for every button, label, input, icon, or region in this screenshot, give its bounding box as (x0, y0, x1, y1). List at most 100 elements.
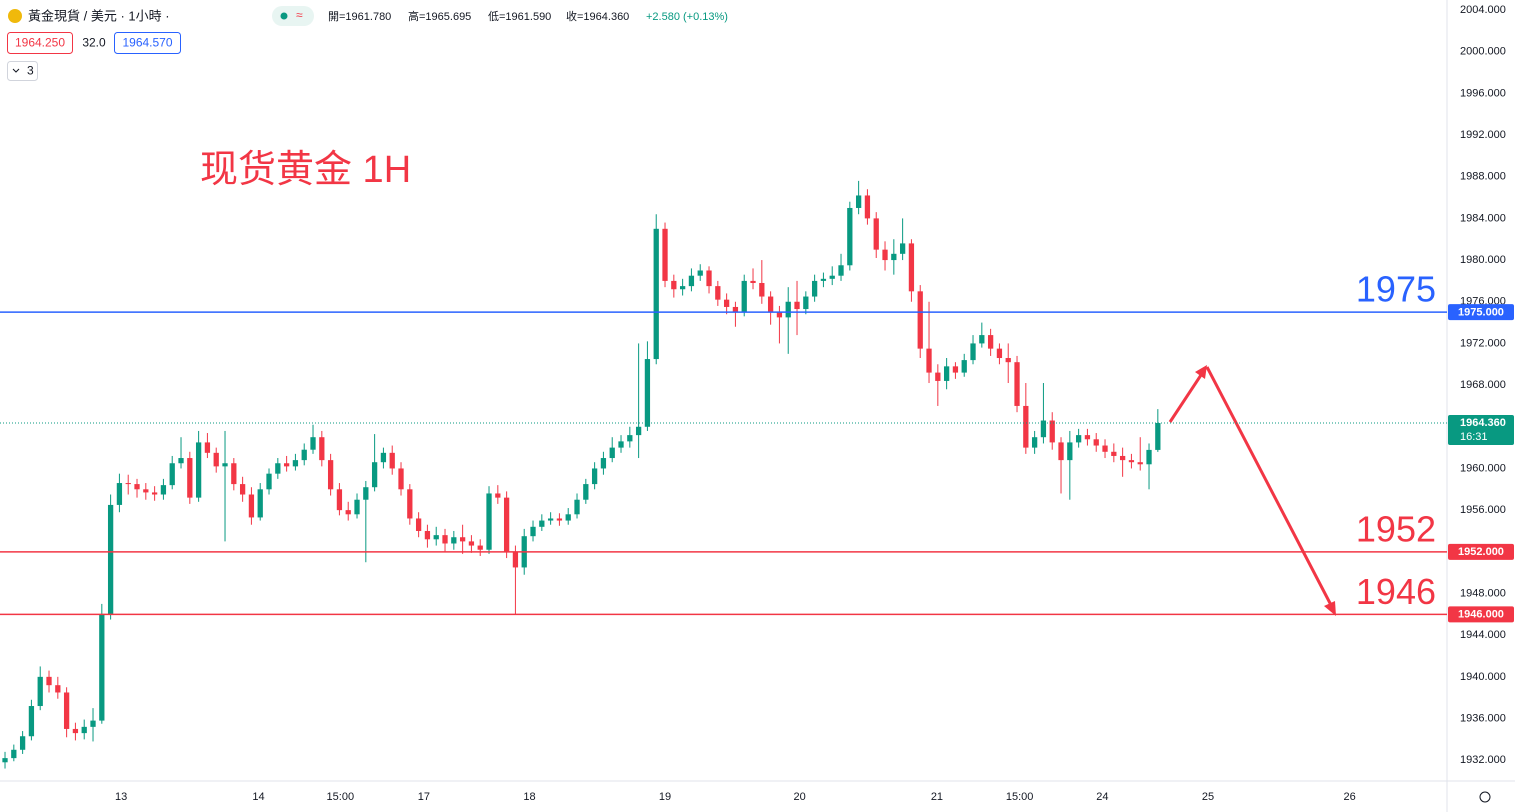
candle-body (1111, 451, 1117, 456)
candle-body (952, 366, 959, 373)
candle-body (591, 468, 598, 485)
candle-body (433, 535, 439, 540)
candle-body (697, 270, 703, 276)
level-tag-label: 1975.000 (1458, 307, 1504, 319)
candle-body (635, 426, 642, 436)
candle-body (864, 195, 871, 219)
x-tick-label: 18 (523, 791, 535, 803)
candle-body (820, 278, 827, 281)
level-tag-label: 1952.000 (1458, 546, 1504, 558)
candle-body (275, 463, 281, 474)
candle-body (63, 692, 70, 729)
candle-body (583, 484, 589, 500)
candle-body (187, 458, 193, 498)
bid: 1964.250 (15, 36, 65, 50)
y-tick-label: 1944.000 (1460, 629, 1506, 641)
y-tick-label: 1980.000 (1460, 254, 1506, 266)
candle-body (327, 460, 334, 490)
candle-body (776, 312, 783, 318)
candle-body (380, 452, 387, 463)
y-tick-label: 1996.000 (1460, 87, 1506, 99)
x-tick-label: 20 (794, 791, 806, 803)
candle-body (1049, 420, 1055, 443)
candle-body (222, 463, 228, 467)
bid-box[interactable] (7, 32, 73, 54)
candle-body (961, 360, 967, 373)
candle-body (618, 441, 624, 448)
plot (2, 180, 1161, 769)
candle-body (1084, 435, 1091, 440)
status-pill (272, 6, 314, 26)
spread: 32.0 (82, 36, 106, 50)
candle-body (371, 462, 378, 488)
candle-body (750, 280, 756, 283)
level-tag-label: 1946.000 (1458, 609, 1504, 621)
candle-body (116, 483, 123, 505)
candle-body (495, 493, 501, 498)
y-tick-label: 1960.000 (1460, 462, 1506, 474)
level-text: 1946 (1356, 571, 1436, 612)
candle-body (917, 291, 923, 349)
ask-box[interactable] (114, 32, 181, 54)
candle-body (838, 265, 844, 276)
candle-body (882, 249, 888, 261)
symbol-title: 黃金現貨 / 美元 · 1小時 · (28, 8, 170, 23)
candle-body (231, 463, 237, 485)
candle-body (1102, 445, 1108, 452)
candle-body (574, 499, 580, 515)
candle-body (794, 301, 800, 310)
candle-body (486, 493, 492, 550)
candle-body (468, 541, 475, 546)
settings-icon[interactable] (1479, 791, 1491, 803)
candle-body (266, 473, 272, 490)
candle-body (847, 207, 853, 266)
last-price-tag (1448, 415, 1514, 446)
countdown: 16:31 (1460, 431, 1488, 443)
candle-body (644, 359, 651, 427)
candle-body (908, 243, 915, 292)
candle-body (767, 296, 774, 313)
candle-body (1014, 362, 1020, 406)
status-dot (280, 12, 288, 20)
candle-body (600, 458, 607, 469)
x-tick-label: 26 (1344, 791, 1356, 803)
x-tick-label: 15:00 (1006, 791, 1034, 803)
candle-body (688, 275, 695, 287)
candle-body (239, 484, 246, 495)
candle-body (732, 306, 739, 313)
candle-body (151, 492, 158, 495)
candle-body (407, 489, 413, 519)
indicators-count: 3 (27, 64, 34, 78)
candle-body (2, 758, 8, 763)
symbol-icon (8, 9, 22, 23)
candle-body (169, 463, 175, 486)
candle-body (829, 275, 835, 279)
candle-body (459, 537, 466, 542)
candle-body (451, 537, 457, 544)
ohlc-change: +2.580 (+0.13%) (646, 11, 728, 23)
y-tick-label: 1984.000 (1460, 212, 1506, 224)
candle-body (539, 520, 545, 527)
candle-body (759, 282, 765, 297)
candle-body (213, 452, 219, 467)
candle-body (855, 195, 862, 208)
status-icon: ≈ (296, 8, 303, 22)
candle-body (301, 449, 307, 461)
candle-body (609, 447, 615, 459)
candle-body (46, 676, 52, 686)
x-tick-label: 17 (418, 791, 430, 803)
candle-body (37, 676, 43, 707)
ohlc-open: 開=1961.780 (328, 10, 391, 23)
indicators-toggle[interactable] (7, 61, 38, 81)
y-tick-label: 2004.000 (1460, 4, 1506, 16)
arrow (1205, 366, 1334, 608)
candle-body (195, 442, 202, 498)
candle-body (530, 526, 536, 537)
candle-body (512, 551, 519, 568)
candle-body (723, 299, 730, 307)
candle-body (741, 280, 747, 313)
candle-body (1146, 449, 1152, 465)
y-tick-label: 1988.000 (1460, 171, 1506, 183)
y-tick-label: 1940.000 (1460, 671, 1506, 683)
